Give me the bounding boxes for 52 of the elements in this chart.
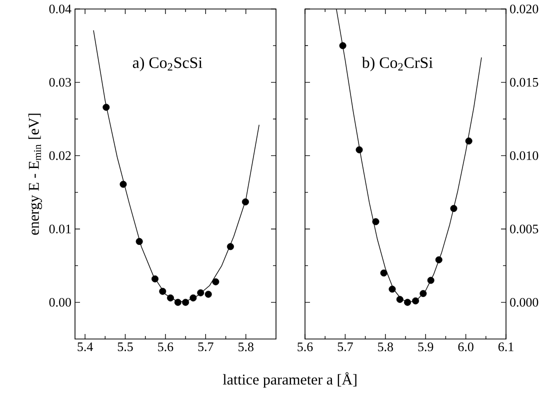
point <box>102 104 110 111</box>
point <box>450 204 458 212</box>
x-tick-label: 5.6 <box>158 342 174 352</box>
point <box>404 298 412 306</box>
point <box>427 276 434 284</box>
x-tick-label: 6.0 <box>458 342 474 352</box>
y-tick-label: 0.005 <box>510 224 538 234</box>
point <box>197 289 204 296</box>
x-tick-label: 5.6 <box>298 342 313 352</box>
point <box>136 238 143 245</box>
y-tick-label: 0.04 <box>49 4 72 14</box>
point <box>388 286 396 293</box>
point <box>356 146 363 154</box>
point <box>435 256 442 264</box>
point <box>174 298 182 306</box>
point <box>190 294 197 302</box>
point <box>396 296 404 303</box>
x-tick-label: 6.1 <box>498 342 514 352</box>
text: b) Co$_{2}$CrSi <box>362 56 433 72</box>
x-axis-title: lattice parameter a [Å] <box>222 372 356 388</box>
x-tick-label: 5.7 <box>338 342 353 352</box>
text: a) Co$_{2}$ScSi <box>132 56 202 72</box>
point <box>420 290 427 298</box>
y-tick-label: 0.015 <box>510 78 538 87</box>
x-tick-label: 5.4 <box>78 342 93 352</box>
y-tick-label: 0.00 <box>49 298 71 307</box>
y-tick-label: 0.000 <box>510 298 538 307</box>
point <box>166 294 174 302</box>
point <box>152 275 158 282</box>
point <box>120 180 127 188</box>
y-axis-title: energy E - E$_{min}$ [eV] <box>28 114 42 235</box>
point <box>380 270 388 276</box>
point <box>204 290 212 298</box>
point <box>159 288 166 295</box>
y-tick-label: 0.010 <box>510 151 538 160</box>
point <box>242 198 249 206</box>
y-tick-label: 0.01 <box>49 224 71 234</box>
point <box>465 137 472 144</box>
y-tick-label: 0.020 <box>510 4 538 14</box>
point <box>412 297 420 304</box>
x-tick-label: 5.8 <box>378 342 394 352</box>
x-tick-label: 5.7 <box>198 342 214 352</box>
x-tick-label: 5.9 <box>418 342 434 352</box>
x-tick-label: 5.8 <box>238 342 254 352</box>
x-tick-label: 5.5 <box>118 342 133 352</box>
point <box>182 298 190 306</box>
point <box>226 243 234 250</box>
point <box>372 218 380 226</box>
point <box>212 278 220 286</box>
y-tick-label: 0.02 <box>49 151 71 160</box>
y-tick-label: 0.03 <box>49 78 71 87</box>
point <box>339 42 346 50</box>
